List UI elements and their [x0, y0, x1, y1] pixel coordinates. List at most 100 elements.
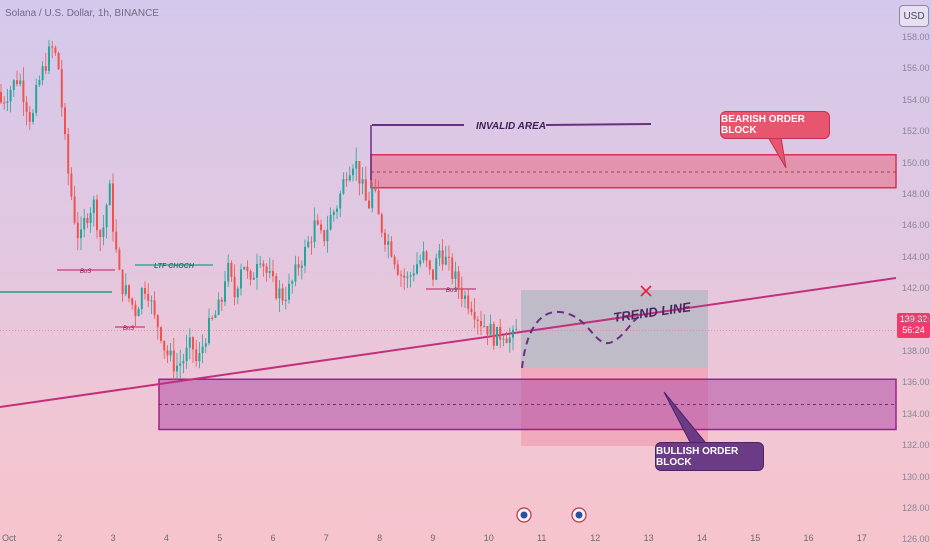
- candle-body: [486, 326, 489, 335]
- invalid-area-label: INVALID AREA: [476, 121, 546, 132]
- bearish-zone: [370, 154, 897, 189]
- bos-label-3: BoS: [446, 288, 457, 294]
- currency-button[interactable]: USD: [899, 5, 929, 27]
- candle-body: [25, 102, 28, 113]
- candle-body: [268, 271, 271, 273]
- current-price-tag: 139.32 56:24: [897, 313, 930, 338]
- candle-body: [262, 263, 265, 267]
- candle-body: [102, 227, 105, 238]
- candle-body: [313, 220, 316, 242]
- candle-body: [224, 281, 226, 302]
- candle-body: [483, 326, 486, 328]
- candle-body: [412, 273, 415, 276]
- candle-body: [249, 271, 252, 280]
- candle-body: [131, 298, 134, 305]
- candle-body: [444, 256, 447, 265]
- x-tick-label: 8: [377, 533, 383, 543]
- candle-body: [272, 271, 274, 277]
- x-tick-label: Oct: [2, 533, 17, 543]
- candle-body: [160, 327, 162, 341]
- bearish-callout-pointer: [767, 136, 787, 169]
- candle-body: [329, 214, 332, 230]
- candle-body: [380, 214, 383, 233]
- candle-body: [118, 249, 121, 270]
- candle-body: [121, 269, 124, 295]
- projection-box: [521, 290, 708, 368]
- candle-body: [371, 187, 374, 209]
- candle-body: [416, 264, 418, 274]
- candle-body: [489, 323, 492, 335]
- candle-body: [473, 311, 476, 320]
- candle-body: [348, 175, 351, 181]
- countdown-label: 56:24: [902, 325, 925, 335]
- candle-body: [342, 179, 345, 194]
- candle-body: [220, 299, 223, 302]
- candles: [0, 39, 518, 381]
- candle-body: [265, 266, 268, 273]
- candle-body: [16, 80, 18, 85]
- candle-body: [435, 258, 438, 280]
- candle-body: [259, 263, 262, 265]
- candle-body: [6, 101, 9, 103]
- candle-body: [198, 353, 201, 362]
- candle-body: [256, 263, 258, 278]
- event-flag-dot-1: [520, 511, 528, 519]
- candle-body: [188, 337, 191, 348]
- y-tick-label: 130.00: [902, 471, 930, 482]
- candle-body: [38, 80, 41, 85]
- candle-body: [512, 329, 514, 338]
- invalidation-x-icon: [640, 285, 652, 297]
- symbol-header: Solana / U.S. Dollar, 1h, BINANCE: [5, 8, 159, 19]
- candle-body: [44, 66, 47, 71]
- x-tick-label: 12: [590, 533, 601, 543]
- candle-body: [211, 317, 214, 319]
- candle-body: [35, 84, 38, 113]
- candle-body: [275, 276, 278, 299]
- invalid-area-line-right: [545, 123, 652, 126]
- candle-body: [166, 350, 169, 356]
- candle-body: [310, 241, 313, 243]
- trend-line: [0, 277, 897, 408]
- candle-body: [422, 251, 425, 261]
- y-tick-label: 150.00: [902, 157, 930, 168]
- candle-body: [454, 271, 457, 279]
- x-tick-label: 11: [537, 533, 547, 543]
- candle-body: [345, 179, 348, 181]
- y-tick-label: 140.00: [902, 314, 930, 325]
- candle-body: [323, 230, 326, 242]
- x-tick-label: 13: [643, 533, 654, 543]
- candle-body: [294, 264, 297, 282]
- candle-body: [364, 179, 367, 201]
- x-tick-label: 2: [57, 533, 63, 543]
- candle-body: [515, 328, 518, 330]
- candle-body: [51, 46, 54, 48]
- candle-body: [112, 183, 114, 232]
- candle-body: [12, 80, 15, 90]
- candle-body: [448, 256, 450, 258]
- candle-body: [115, 231, 118, 250]
- y-tick-label: 152.00: [902, 126, 930, 137]
- candle-body: [140, 287, 143, 309]
- choch-label: LTF CHOCH: [154, 263, 195, 270]
- candle-body: [172, 350, 175, 372]
- candle-body: [332, 211, 335, 215]
- candle-body: [86, 217, 89, 224]
- candle-body: [32, 112, 34, 122]
- candle-body: [105, 205, 108, 228]
- candle-body: [9, 89, 12, 102]
- candle-body: [336, 208, 338, 212]
- candle-body: [246, 266, 249, 272]
- candle-body: [89, 212, 92, 224]
- candle-body: [92, 199, 95, 213]
- x-tick-label: 15: [750, 533, 761, 543]
- candle-body: [195, 349, 198, 362]
- candle-body: [99, 230, 102, 238]
- candle-body: [480, 321, 482, 327]
- current-price-label: 139.32: [899, 314, 928, 324]
- candle-body: [441, 250, 444, 265]
- bullish-order-block-callout: BULLISH ORDER BLOCK: [655, 442, 764, 471]
- y-tick-label: 136.00: [902, 377, 930, 388]
- candle-body: [316, 220, 319, 225]
- candle-body: [396, 264, 399, 275]
